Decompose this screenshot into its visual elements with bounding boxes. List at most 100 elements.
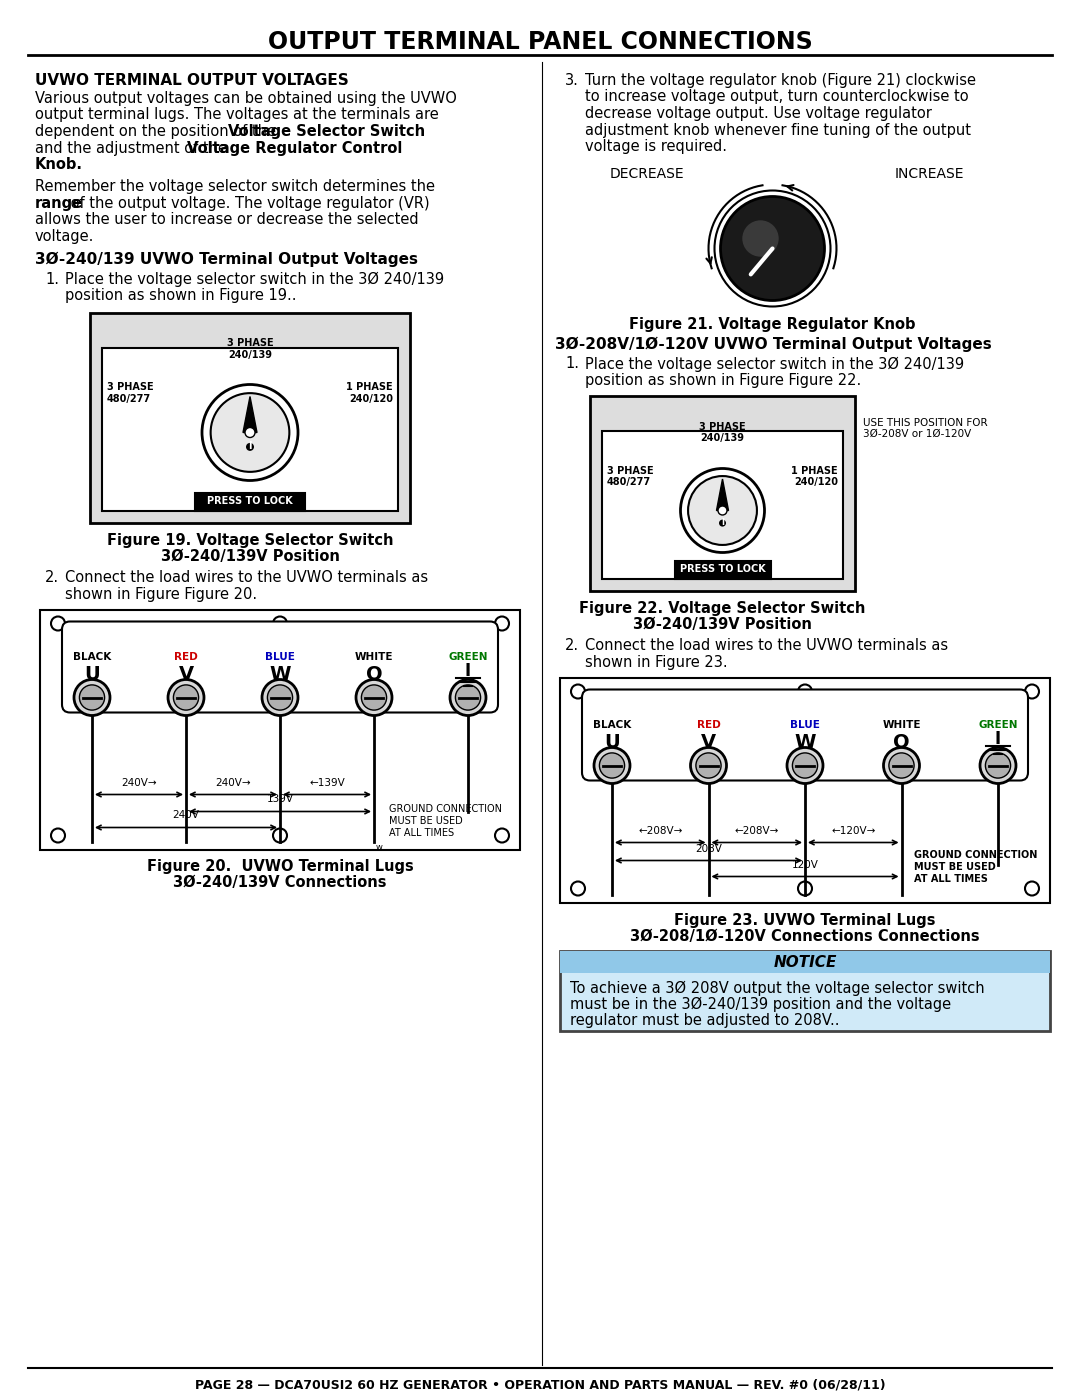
Text: allows the user to increase or decrease the selected: allows the user to increase or decrease …: [35, 212, 419, 228]
Text: GROUND CONNECTION
MUST BE USED
AT ALL TIMES: GROUND CONNECTION MUST BE USED AT ALL TI…: [914, 851, 1037, 884]
Text: I: I: [995, 731, 1001, 749]
Text: Connect the load wires to the UVWO terminals as: Connect the load wires to the UVWO termi…: [65, 570, 428, 585]
Circle shape: [690, 747, 727, 784]
Circle shape: [696, 753, 721, 778]
Text: 208V: 208V: [696, 844, 721, 854]
Text: shown in Figure Figure 20.: shown in Figure Figure 20.: [65, 587, 257, 602]
Text: Voltage Selector Switch: Voltage Selector Switch: [228, 124, 426, 138]
Circle shape: [262, 679, 298, 715]
Text: RED: RED: [174, 651, 198, 662]
Text: BLACK: BLACK: [72, 651, 111, 662]
Circle shape: [1025, 685, 1039, 698]
FancyBboxPatch shape: [582, 690, 1028, 781]
Circle shape: [571, 882, 585, 895]
Text: V: V: [178, 665, 193, 685]
Text: INCREASE: INCREASE: [895, 166, 964, 180]
Text: WHITE: WHITE: [882, 719, 921, 729]
Text: RED: RED: [697, 719, 720, 729]
Circle shape: [883, 747, 919, 784]
Circle shape: [688, 476, 757, 545]
Circle shape: [246, 443, 254, 451]
Circle shape: [720, 197, 824, 300]
Text: V: V: [701, 733, 716, 752]
Text: decrease voltage output. Use voltage regulator: decrease voltage output. Use voltage reg…: [585, 106, 932, 122]
Text: position as shown in Figure 19..: position as shown in Figure 19..: [65, 288, 297, 303]
Circle shape: [985, 753, 1011, 778]
Text: w: w: [376, 844, 383, 852]
Text: Turn the voltage regulator knob (Figure 21) clockwise: Turn the voltage regulator knob (Figure …: [585, 73, 976, 88]
Circle shape: [211, 393, 289, 472]
Bar: [590, 395, 855, 591]
Text: PAGE 28 — DCA70USI2 60 HZ GENERATOR • OPERATION AND PARTS MANUAL — REV. #0 (06/2: PAGE 28 — DCA70USI2 60 HZ GENERATOR • OP…: [194, 1379, 886, 1391]
Text: PRESS TO LOCK: PRESS TO LOCK: [679, 564, 766, 574]
Circle shape: [456, 685, 481, 710]
Bar: [40, 609, 519, 849]
Text: 3Ø-208/1Ø-120V Connections Connections: 3Ø-208/1Ø-120V Connections Connections: [631, 929, 980, 943]
Circle shape: [245, 427, 255, 437]
Text: ←120V→: ←120V→: [832, 826, 876, 835]
Text: 240V→: 240V→: [215, 778, 251, 788]
Bar: [561, 950, 1050, 972]
Text: 3.: 3.: [565, 73, 579, 88]
Text: 139V: 139V: [267, 795, 294, 805]
Circle shape: [273, 616, 287, 630]
Circle shape: [1025, 882, 1039, 895]
Text: GREEN: GREEN: [978, 719, 1017, 729]
Text: 3 PHASE
240/139: 3 PHASE 240/139: [699, 422, 746, 443]
Text: regulator must be adjusted to 208V..: regulator must be adjusted to 208V..: [570, 1013, 839, 1028]
Text: I: I: [721, 518, 724, 527]
Text: Remember the voltage selector switch determines the: Remember the voltage selector switch det…: [35, 179, 435, 194]
Text: range: range: [35, 196, 83, 211]
Text: ←208V→: ←208V→: [638, 826, 683, 835]
Text: Figure 20.  UVWO Terminal Lugs: Figure 20. UVWO Terminal Lugs: [147, 859, 414, 875]
Text: position as shown in Figure Figure 22.: position as shown in Figure Figure 22.: [585, 373, 861, 388]
Text: dependent on the position of the: dependent on the position of the: [35, 124, 281, 138]
Text: 3Ø-240/139V Connections: 3Ø-240/139V Connections: [173, 876, 387, 890]
Circle shape: [51, 616, 65, 630]
Text: GROUND CONNECTION
MUST BE USED
AT ALL TIMES: GROUND CONNECTION MUST BE USED AT ALL TI…: [389, 805, 502, 838]
Text: adjustment knob whenever fine tuning of the output: adjustment knob whenever fine tuning of …: [585, 123, 971, 137]
Text: WHITE: WHITE: [354, 651, 393, 662]
Text: BLUE: BLUE: [791, 719, 820, 729]
Circle shape: [798, 882, 812, 895]
FancyBboxPatch shape: [62, 622, 498, 712]
Bar: [561, 950, 1050, 1031]
Circle shape: [680, 468, 765, 552]
Circle shape: [168, 679, 204, 715]
Bar: [561, 678, 1050, 902]
Text: output terminal lugs. The voltages at the terminals are: output terminal lugs. The voltages at th…: [35, 108, 438, 123]
Text: I: I: [248, 441, 252, 451]
Text: voltage is required.: voltage is required.: [585, 138, 727, 154]
Text: 240V: 240V: [173, 810, 200, 820]
Text: must be in the 3Ø-240/139 position and the voltage: must be in the 3Ø-240/139 position and t…: [570, 997, 951, 1013]
Text: 1 PHASE
240/120: 1 PHASE 240/120: [347, 383, 393, 404]
Text: Figure 21. Voltage Regulator Knob: Figure 21. Voltage Regulator Knob: [630, 317, 916, 331]
Text: 3 PHASE
240/139: 3 PHASE 240/139: [227, 338, 273, 360]
Text: Place the voltage selector switch in the 3Ø 240/139: Place the voltage selector switch in the…: [65, 271, 444, 286]
Circle shape: [273, 828, 287, 842]
Text: Place the voltage selector switch in the 3Ø 240/139: Place the voltage selector switch in the…: [585, 356, 964, 372]
Circle shape: [80, 685, 105, 710]
Text: DECREASE: DECREASE: [610, 166, 685, 180]
Text: 3Ø-240/139 UVWO Terminal Output Voltages: 3Ø-240/139 UVWO Terminal Output Voltages: [35, 251, 418, 267]
Text: To achieve a 3Ø 208V output the voltage selector switch: To achieve a 3Ø 208V output the voltage …: [570, 981, 985, 996]
Text: 1 PHASE
240/120: 1 PHASE 240/120: [792, 465, 838, 488]
Bar: [675, 560, 770, 578]
Text: OUTPUT TERMINAL PANEL CONNECTIONS: OUTPUT TERMINAL PANEL CONNECTIONS: [268, 29, 812, 54]
Circle shape: [362, 685, 387, 710]
Bar: [90, 313, 410, 522]
Polygon shape: [716, 479, 729, 510]
Text: 1.: 1.: [45, 271, 59, 286]
Text: NOTICE: NOTICE: [773, 956, 837, 970]
Circle shape: [599, 753, 624, 778]
Text: and the adjustment of the: and the adjustment of the: [35, 141, 231, 155]
Text: Figure 19. Voltage Selector Switch: Figure 19. Voltage Selector Switch: [107, 532, 393, 548]
Text: ←208V→: ←208V→: [734, 826, 779, 835]
Circle shape: [202, 384, 298, 481]
Text: U: U: [84, 665, 99, 685]
Text: GREEN: GREEN: [448, 651, 488, 662]
Circle shape: [51, 828, 65, 842]
Bar: [602, 430, 843, 578]
Circle shape: [174, 685, 199, 710]
Text: 3Ø-240/139V Position: 3Ø-240/139V Position: [161, 549, 339, 563]
